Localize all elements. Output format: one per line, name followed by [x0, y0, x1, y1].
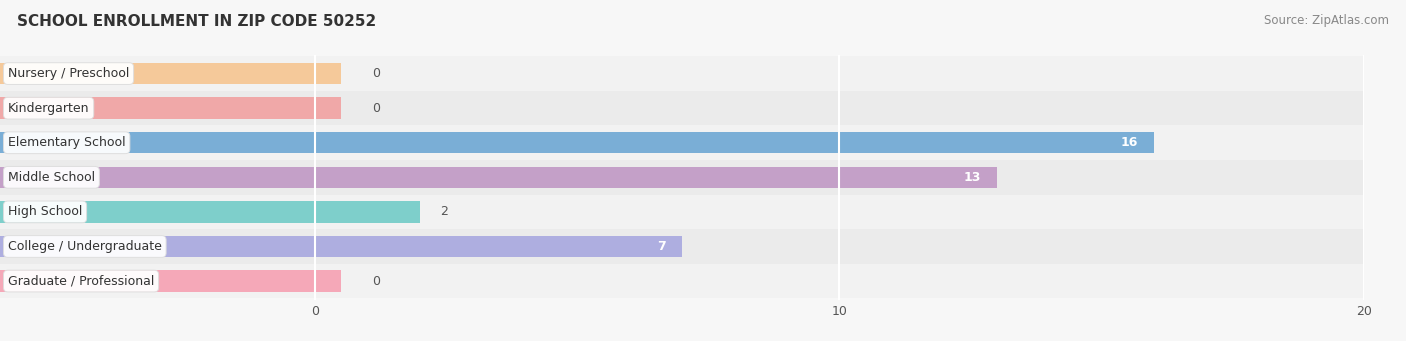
Bar	[0, 236, 682, 257]
Text: 2: 2	[440, 205, 449, 218]
Text: 0: 0	[373, 67, 381, 80]
Text: 7: 7	[658, 240, 666, 253]
Bar	[0, 229, 1364, 264]
Text: Graduate / Professional: Graduate / Professional	[8, 275, 155, 287]
Text: College / Undergraduate: College / Undergraduate	[8, 240, 162, 253]
Text: High School: High School	[8, 205, 82, 218]
Text: 0: 0	[373, 102, 381, 115]
Bar	[0, 201, 419, 223]
Text: Elementary School: Elementary School	[8, 136, 125, 149]
Text: Source: ZipAtlas.com: Source: ZipAtlas.com	[1264, 14, 1389, 27]
Text: 16: 16	[1121, 136, 1139, 149]
Bar	[0, 167, 997, 188]
Text: Nursery / Preschool: Nursery / Preschool	[8, 67, 129, 80]
Text: 0: 0	[373, 275, 381, 287]
Bar	[0, 264, 1364, 298]
Bar	[0, 63, 342, 84]
Bar	[0, 160, 1364, 195]
Bar	[0, 56, 1364, 91]
Text: Kindergarten: Kindergarten	[8, 102, 90, 115]
Text: SCHOOL ENROLLMENT IN ZIP CODE 50252: SCHOOL ENROLLMENT IN ZIP CODE 50252	[17, 14, 377, 29]
Bar	[0, 91, 1364, 125]
Bar	[0, 132, 1154, 153]
Text: 13: 13	[963, 171, 981, 184]
Bar	[0, 195, 1364, 229]
Bar	[0, 98, 342, 119]
Bar	[0, 270, 342, 292]
Bar	[0, 125, 1364, 160]
Text: Middle School: Middle School	[8, 171, 96, 184]
